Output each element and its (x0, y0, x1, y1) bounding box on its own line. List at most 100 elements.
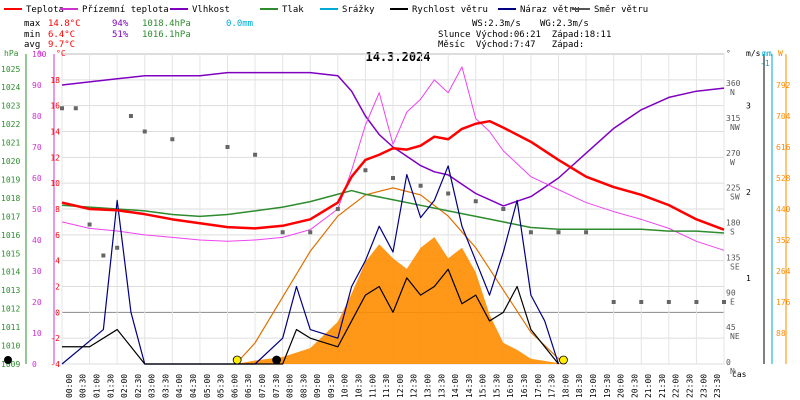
stat-min-press: 1016.1hPa (142, 30, 191, 40)
dir-tick-compass: N (730, 88, 735, 97)
x-tick-label: 19:30 (603, 374, 612, 398)
x-tick-label: 02:00 (120, 374, 129, 398)
x-tick-label: 09:00 (313, 374, 322, 398)
stat-min-label: min (24, 30, 40, 40)
hpa-tick-label: 1023 (1, 102, 20, 111)
hpa-tick-label: 1009 (1, 360, 20, 369)
legend-label: Srážky (342, 5, 375, 15)
axes: 00:00 00:30 01:00 01:30 02:00 02:30 03:00 03:30… (1, 49, 791, 398)
dir-tick-compass: N (730, 367, 735, 376)
wind-direction-marker (528, 230, 533, 235)
wind-direction-marker (101, 253, 106, 258)
wind-direction-marker (418, 183, 423, 188)
pct-tick-label: 0 (32, 360, 37, 369)
dir-tick-compass: S (730, 228, 735, 237)
hpa-tick-label: 1017 (1, 212, 20, 221)
pct-tick-label: 20 (32, 298, 42, 307)
hpa-tick-label: 1022 (1, 120, 20, 129)
x-tick-label: 22:00 (672, 374, 681, 398)
wind-speed-line (62, 268, 559, 365)
x-tick-label: 14:00 (451, 374, 460, 398)
wind-direction-marker (73, 106, 78, 111)
stat-avg-label: avg (24, 40, 40, 50)
x-tick-label: 03:30 (161, 374, 170, 398)
x-tick-label: 07:00 (258, 374, 267, 398)
pct-tick-label: 40 (32, 236, 42, 245)
stat-max-press: 1018.4hPa (142, 19, 191, 29)
wind-direction-marker (60, 106, 64, 111)
wind-direction-marker (335, 207, 340, 211)
mm-axis-label: mm (762, 49, 772, 58)
x-tick-label: 00:30 (79, 374, 88, 398)
wm2-tick-label: 528 (776, 174, 791, 183)
x-tick-label: 13:30 (437, 374, 446, 398)
temp-tick-label: 16 (50, 102, 60, 111)
dir-tick-label: 225 (726, 184, 741, 193)
pct-tick-label: 10 (32, 329, 42, 338)
wind-wg: WG:2.3m/s (540, 19, 589, 29)
temp-tick-label: 2 (55, 283, 60, 292)
x-tick-label: 23:30 (713, 374, 722, 398)
temp-tick-label: 8 (55, 205, 60, 214)
x-tick-label: 12:00 (396, 374, 405, 398)
dir-tick-compass: NE (730, 332, 740, 341)
dir-tick-label: 270 (726, 149, 741, 158)
mm-tick-label: -1 (760, 59, 770, 68)
dir-tick-label: 180 (726, 219, 741, 228)
x-tick-label: 06:30 (244, 374, 253, 398)
wind-direction-marker (115, 245, 120, 250)
stat-min-hum: 51% (112, 30, 129, 40)
hpa-tick-label: 1019 (1, 175, 20, 184)
wm2-tick-label: 792 (776, 81, 791, 90)
wm2-axis-label: W (778, 49, 783, 58)
x-tick-label: 08:30 (299, 374, 308, 398)
x-tick-label: 21:30 (658, 374, 667, 398)
x-tick-label: 14:30 (465, 374, 474, 398)
x-tick-label: 17:00 (534, 374, 543, 398)
moon-phase-icon (4, 356, 12, 364)
x-tick-label: 06:00 (230, 374, 239, 398)
x-axis-unit: čas (732, 369, 747, 379)
wind-direction-marker (391, 176, 395, 180)
moon-info: Měsíc Východ:7:47 Západ: (438, 40, 584, 50)
legend-label: Tlak (282, 5, 304, 15)
x-tick-label: 15:00 (479, 374, 488, 398)
wind-direction-marker (446, 191, 451, 196)
temperature-line (61, 119, 725, 231)
temp-axis-label: °C (56, 49, 66, 58)
pct-tick-label: 90 (32, 81, 42, 90)
x-tick-label: 05:30 (217, 374, 226, 398)
hpa-tick-label: 1015 (1, 249, 20, 258)
hpa-tick-label: 1021 (1, 139, 20, 148)
pct-axis-label: % (38, 49, 43, 58)
ms-tick-label: 1 (746, 274, 751, 283)
pct-tick-label: 100 (32, 50, 47, 59)
temp-tick-label: 18 (50, 76, 60, 85)
wind-direction-marker (501, 207, 506, 211)
x-tick-label: 18:30 (575, 374, 584, 398)
wind-direction-marker (253, 152, 258, 157)
legend-label: Směr větru (594, 5, 648, 15)
temp-tick-label: 14 (50, 128, 60, 137)
dir-tick-label: 315 (726, 114, 741, 123)
pct-tick-label: 50 (32, 205, 42, 214)
temp-tick-label: -4 (50, 360, 60, 369)
sunrise-marker (232, 355, 242, 365)
wm2-tick-label: 440 (776, 205, 791, 214)
x-tick-label: 16:30 (520, 374, 529, 398)
theoretical-radiation-line (235, 187, 565, 365)
hpa-tick-label: 1010 (1, 342, 20, 351)
wm2-tick-label: 176 (776, 298, 791, 307)
x-tick-label: 01:00 (92, 374, 101, 398)
pct-tick-label: 80 (32, 112, 42, 121)
temp-tick-label: 12 (50, 153, 60, 162)
pct-tick-label: 30 (32, 267, 42, 276)
x-tick-label: 18:00 (561, 374, 570, 398)
dir-tick-compass: NW (730, 123, 740, 132)
stat-min-temp: 6.4°C (48, 30, 75, 40)
x-tick-label: 10:30 (355, 374, 364, 398)
ms-tick-label: 3 (746, 102, 751, 111)
wm2-tick-label: 616 (776, 143, 791, 152)
wind-direction-marker (280, 230, 285, 235)
wind-direction-marker (225, 145, 230, 149)
